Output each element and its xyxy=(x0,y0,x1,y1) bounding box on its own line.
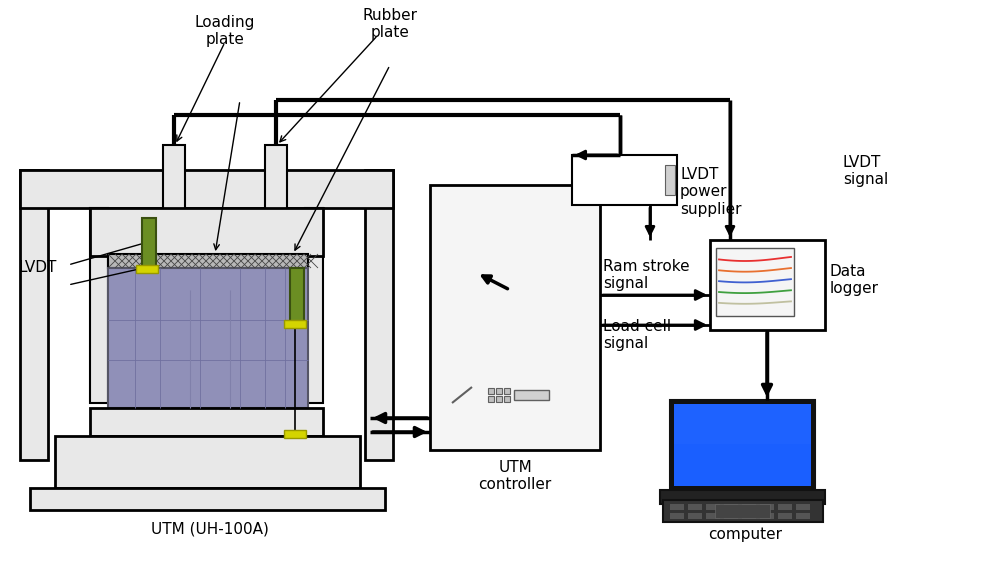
Bar xyxy=(430,185,600,450)
Circle shape xyxy=(444,377,480,413)
Bar xyxy=(778,504,792,510)
Bar xyxy=(688,504,702,510)
Circle shape xyxy=(595,174,606,185)
Bar xyxy=(284,430,306,438)
Bar xyxy=(284,320,306,328)
Circle shape xyxy=(642,174,653,185)
Text: Ram stroke
signal: Ram stroke signal xyxy=(603,259,689,291)
Bar xyxy=(796,504,810,510)
Bar xyxy=(20,170,393,208)
Bar xyxy=(706,504,720,510)
Text: computer: computer xyxy=(708,527,782,542)
Circle shape xyxy=(611,174,622,185)
Bar xyxy=(504,396,510,402)
Bar xyxy=(514,390,549,400)
Bar xyxy=(660,490,825,504)
Bar xyxy=(674,404,811,444)
Bar xyxy=(724,513,738,519)
Bar xyxy=(688,513,702,519)
Bar xyxy=(663,500,823,522)
Bar xyxy=(90,208,108,403)
Bar xyxy=(742,513,756,519)
Bar xyxy=(724,504,738,510)
Bar xyxy=(108,268,308,408)
Bar xyxy=(665,165,675,195)
Bar xyxy=(90,208,323,256)
Text: LVDT
signal: LVDT signal xyxy=(843,155,888,187)
Bar xyxy=(290,268,304,323)
Text: Rubber
plate: Rubber plate xyxy=(363,8,417,40)
Bar xyxy=(142,218,156,268)
Bar xyxy=(496,396,502,402)
Bar xyxy=(20,170,48,460)
Text: Load cell
signal: Load cell signal xyxy=(603,319,671,351)
Bar xyxy=(305,208,323,403)
Bar xyxy=(710,240,825,330)
Circle shape xyxy=(626,174,637,185)
Bar xyxy=(572,155,677,205)
Bar xyxy=(670,504,684,510)
Text: UTM
controller: UTM controller xyxy=(478,460,552,492)
Text: Loading
plate: Loading plate xyxy=(195,15,255,47)
Circle shape xyxy=(579,174,590,185)
Bar xyxy=(504,388,510,394)
Bar xyxy=(778,513,792,519)
Bar xyxy=(90,408,323,436)
Bar xyxy=(670,400,815,490)
Bar xyxy=(742,504,756,510)
Bar xyxy=(488,396,494,402)
Text: LVDT
power
supplier: LVDT power supplier xyxy=(680,167,741,217)
Bar xyxy=(488,388,494,394)
Bar xyxy=(365,170,393,460)
Bar xyxy=(163,145,185,210)
Bar xyxy=(715,504,770,518)
Bar xyxy=(796,513,810,519)
Bar xyxy=(108,254,308,268)
Bar xyxy=(496,388,502,394)
Bar xyxy=(30,488,385,510)
Bar xyxy=(760,504,774,510)
Bar xyxy=(136,265,158,273)
Bar xyxy=(670,513,684,519)
Bar xyxy=(265,145,287,210)
Bar xyxy=(706,513,720,519)
Bar xyxy=(716,248,794,316)
Text: LVDT: LVDT xyxy=(18,261,57,275)
Circle shape xyxy=(447,227,583,363)
Bar xyxy=(55,436,360,488)
Text: Data
logger: Data logger xyxy=(830,264,879,296)
Bar xyxy=(674,404,811,486)
Text: UTM (UH-100A): UTM (UH-100A) xyxy=(151,522,269,537)
Bar xyxy=(760,513,774,519)
Circle shape xyxy=(803,277,819,293)
